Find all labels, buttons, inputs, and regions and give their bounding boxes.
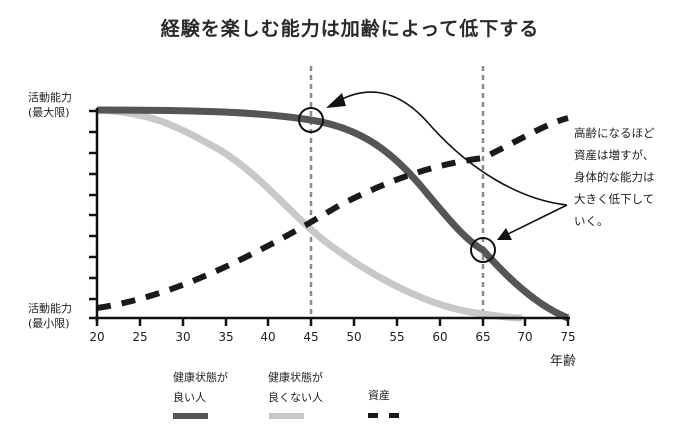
series-unhealthy-line [96, 106, 523, 322]
chart-title: 経験を楽しむ能力は加齢によって低下する [160, 18, 540, 40]
annotation-line: 大きく低下して [574, 192, 655, 206]
legend-healthy-label-1: 健康状態が [173, 371, 228, 384]
y-axis-min-label: 活動能力 (最小限) [28, 301, 72, 331]
annotation-line: 高齢になるほど [574, 126, 655, 140]
x-tick-20: 20 [89, 330, 105, 344]
y-ticks [89, 109, 97, 320]
x-tick-60: 60 [432, 330, 448, 344]
y-min-label-line2: (最小限) [28, 317, 70, 330]
legend-swatch-unhealthy [269, 413, 304, 419]
x-tick-35: 35 [218, 330, 234, 344]
x-tick-65: 65 [475, 330, 491, 344]
x-tick-40: 40 [260, 330, 276, 344]
annotation-arrow-upper [339, 91, 568, 206]
arrowhead-lower-icon [497, 228, 512, 240]
y-max-label-line2: (最大限) [28, 106, 70, 119]
x-tick-75: 75 [560, 330, 576, 344]
x-tick-25: 25 [132, 330, 148, 344]
annotation-line: 資産は増すが、 [574, 148, 655, 162]
series-assets-line [96, 115, 569, 311]
annotation-text: 高齢になるほど 資産は増すが、 身体的な能力は 大きく低下して いく。 [574, 122, 694, 232]
highlight-circle-65 [470, 237, 496, 263]
y-axis-max-label: 活動能力 (最大限) [28, 90, 72, 120]
series-healthy-line [96, 106, 570, 322]
arrowhead-upper-icon [326, 93, 346, 108]
x-tick-55: 55 [389, 330, 405, 344]
x-tick-70: 70 [517, 330, 533, 344]
legend-swatch-healthy [173, 413, 208, 419]
y-min-label-line1: 活動能力 [28, 302, 72, 315]
x-tick-50: 50 [346, 330, 362, 344]
x-ticks [95, 318, 570, 326]
highlight-circle-45 [298, 107, 324, 133]
y-max-label-line1: 活動能力 [28, 91, 72, 104]
legend-item-assets: 資産 [368, 386, 390, 406]
legend-item-healthy: 健康状態が 良い人 [173, 368, 228, 408]
legend-unhealthy-label-2: 良くない人 [268, 391, 323, 404]
legend-unhealthy-label-1: 健康状態が [268, 371, 323, 384]
legend-item-unhealthy: 健康状態が 良くない人 [268, 368, 323, 408]
x-tick-45: 45 [303, 330, 319, 344]
x-axis-title: 年齢 [550, 354, 577, 369]
annotation-line: 身体的な能力は [574, 170, 655, 184]
legend-swatch-assets-dash2 [389, 413, 399, 418]
legend-swatch-assets-dash1 [368, 413, 378, 418]
legend-healthy-label-2: 良い人 [173, 391, 206, 404]
annotation-arrow-lower [505, 204, 568, 236]
legend-assets-label: 資産 [368, 389, 390, 402]
x-tick-30: 30 [175, 330, 191, 344]
annotation-line: いく。 [574, 214, 609, 228]
